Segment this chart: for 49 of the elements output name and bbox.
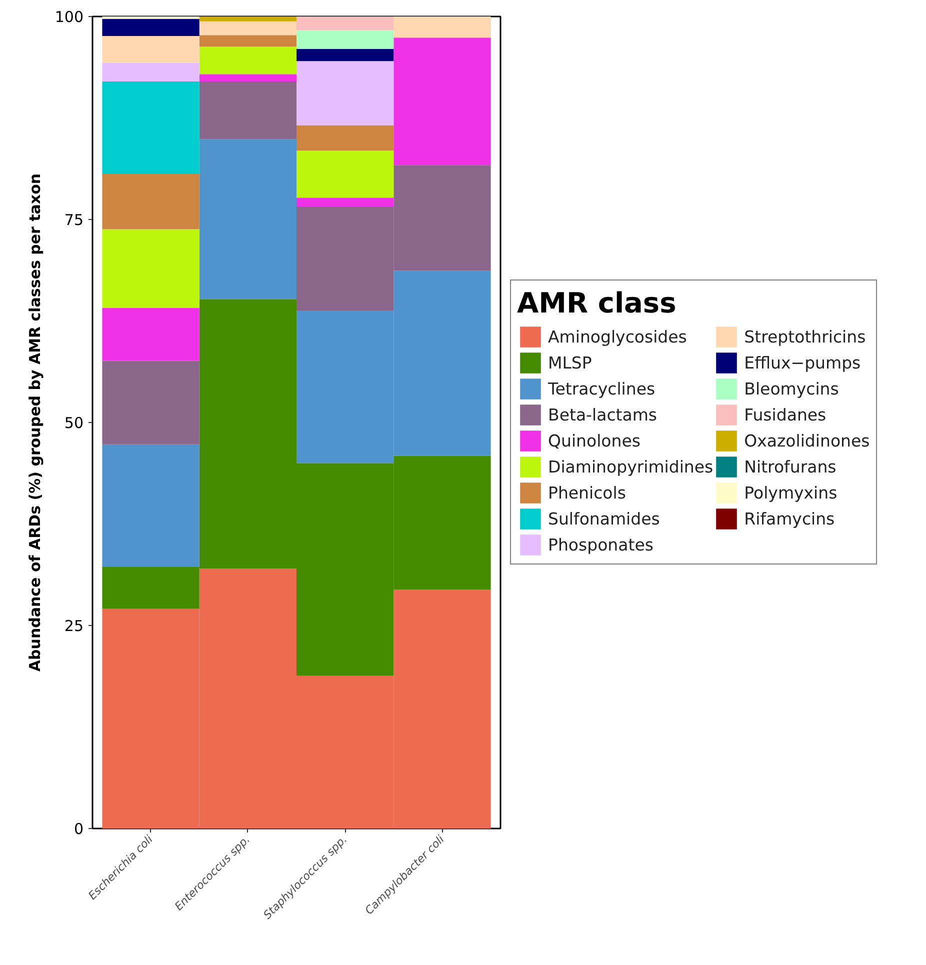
bar	[394, 38, 491, 166]
bar	[102, 444, 200, 568]
legend-label: Bleomycins	[744, 378, 839, 400]
legend-label: MLSP	[548, 352, 592, 374]
y-tick-label: 100	[54, 8, 84, 26]
bar	[296, 16, 394, 30]
legend-label: Efflux−pumps	[744, 352, 861, 374]
legend-label: Fusidanes	[744, 404, 826, 426]
y-axis-title: Abundance of ARDs (%) grouped by AMR classes per taxon	[26, 173, 44, 672]
legend-label: Rifamycins	[744, 508, 835, 530]
bar	[102, 174, 200, 230]
legend-label: Tetracyclines	[548, 378, 656, 400]
legend-label: Nitrofurans	[744, 456, 836, 478]
bar	[296, 150, 394, 198]
bar	[296, 198, 394, 207]
bar	[296, 30, 394, 49]
legend-label: Beta-lactams	[548, 404, 658, 426]
legend-label: Streptothricins	[744, 326, 866, 348]
y-tick-label: 75	[64, 211, 84, 229]
legend-label: Phosponates	[548, 534, 654, 556]
bar	[199, 21, 296, 36]
legend-label: Sulfonamides	[548, 508, 660, 530]
bar	[296, 48, 394, 62]
legend-title: AMR class	[517, 286, 678, 320]
bar	[199, 74, 296, 82]
bar	[394, 16, 491, 38]
legend-label: Polymyxins	[744, 482, 838, 504]
bar	[199, 16, 296, 22]
bar	[102, 360, 200, 444]
bar	[102, 81, 200, 174]
y-tick-label: 0	[74, 820, 84, 838]
bar	[296, 125, 394, 150]
bar	[102, 36, 200, 63]
legend-label: Oxazolidinones	[744, 430, 870, 452]
bar	[102, 62, 200, 82]
bar	[102, 308, 200, 361]
y-tick-label: 50	[64, 414, 84, 432]
bar	[199, 81, 296, 140]
bar	[102, 229, 200, 308]
legend-label: Quinolones	[548, 430, 640, 452]
bar	[199, 46, 296, 74]
bar	[199, 139, 296, 300]
bar	[102, 18, 200, 36]
legend-label: Aminoglycosides	[548, 326, 687, 348]
bar	[296, 61, 394, 126]
legend-label: Diaminopyrimidines	[548, 456, 714, 478]
bar	[199, 35, 296, 47]
legend-label: Phenicols	[548, 482, 626, 504]
y-tick-label: 25	[64, 617, 84, 635]
